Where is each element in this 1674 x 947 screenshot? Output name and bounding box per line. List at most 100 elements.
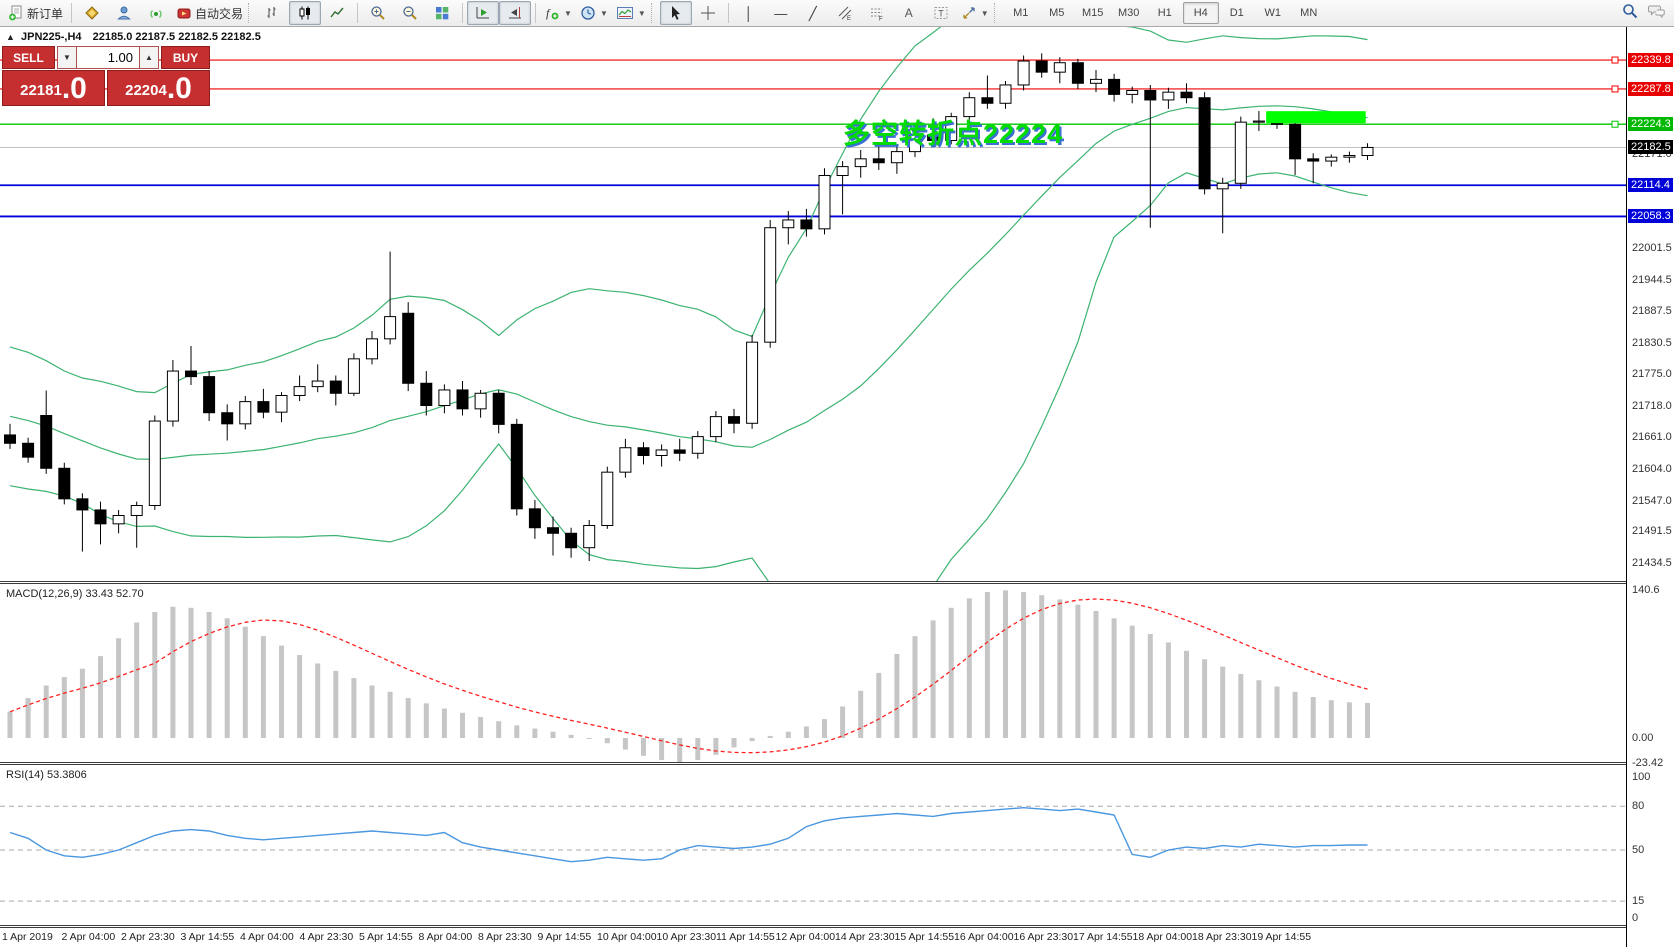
line-chart-button[interactable] — [321, 1, 353, 25]
macd-axis-label: -23.42 — [1632, 756, 1664, 769]
tab-timeframe-m30[interactable]: M30 — [1118, 7, 1140, 19]
tile-windows-icon — [436, 7, 449, 20]
price-tick: 21604.0 — [1632, 462, 1672, 475]
tab-timeframe-h4[interactable]: H4 — [1182, 2, 1219, 24]
bar-chart-button[interactable] — [257, 1, 289, 25]
price-badge: 22224.3 — [1628, 117, 1673, 132]
buy-price-box[interactable]: 22204 .0 — [107, 70, 210, 106]
label-tool-button[interactable]: T — [925, 1, 957, 25]
svg-text:T: T — [938, 9, 944, 19]
templates-icon — [616, 7, 633, 19]
time-label: 4 Apr 23:30 — [299, 931, 354, 943]
price-tick: 21887.5 — [1632, 305, 1672, 318]
macd-axis-label: 0.00 — [1632, 732, 1654, 744]
chat-icon[interactable] — [1648, 3, 1666, 19]
macd-panel[interactable] — [0, 585, 1626, 762]
account-button[interactable] — [108, 1, 140, 25]
fibonacci-tool-button[interactable]: F — [861, 1, 893, 25]
volume-up-button[interactable]: ▲ — [139, 46, 159, 69]
tile-windows-button[interactable] — [426, 1, 458, 25]
price-tick: 21830.5 — [1632, 337, 1672, 349]
time-label: 5 Apr 14:55 — [359, 931, 413, 943]
shapes-dropdown-arrow: ▼ — [980, 8, 989, 18]
autotrading-button[interactable]: 自动交易 — [172, 1, 247, 25]
candles-layer — [4, 53, 1374, 562]
horizontal-line-tool-button[interactable]: — — [765, 1, 797, 25]
price-tick: 21491.5 — [1632, 525, 1672, 538]
time-label: 3 Apr 14:55 — [180, 931, 235, 943]
rsi-axis-label: 0 — [1632, 912, 1639, 924]
price-badge: 22182.5 — [1628, 140, 1673, 155]
time-label: 2 Apr 23:30 — [121, 931, 175, 943]
annotation-text[interactable]: 多空转折点22224 — [843, 119, 1064, 149]
time-label: 2 Apr 04:00 — [61, 931, 116, 943]
price-tick: 21547.0 — [1632, 494, 1672, 507]
signals-button[interactable] — [140, 1, 172, 25]
tab-timeframe-h1[interactable]: H1 — [1157, 7, 1172, 19]
time-label: 17 Apr 14:55 — [1073, 931, 1133, 943]
zoom-in-icon — [371, 6, 385, 20]
line-chart-icon — [330, 7, 344, 18]
candlestick-chart-button[interactable] — [289, 1, 322, 25]
tab-timeframe-m1[interactable]: M1 — [1013, 7, 1029, 19]
trendline-tool-button[interactable]: ╱ — [797, 1, 829, 25]
price-tick: 21718.0 — [1632, 399, 1672, 412]
panel-separator[interactable] — [0, 762, 1626, 765]
search-icon[interactable] — [1622, 3, 1638, 19]
auto-scroll-button[interactable] — [467, 1, 500, 25]
cursor-tool-button[interactable] — [659, 1, 692, 25]
macd-axis-label: 140.6 — [1632, 584, 1660, 597]
price-tick: 21775.0 — [1632, 367, 1672, 380]
one-click-trading-panel: SELL ▼ ▲ BUY 22181 .0 22204 .0 — [2, 46, 210, 106]
panel-separator[interactable] — [0, 581, 1626, 584]
timeframe-group: M1 M5 M15 M30 H1 H4 D1 W1 MN — [1003, 2, 1327, 24]
channel-tool-button[interactable]: E — [829, 1, 861, 25]
vertical-line-icon: │ — [744, 5, 753, 21]
rsi-panel[interactable] — [0, 765, 1626, 925]
price-axis[interactable]: 22171.022114.522058.022001.521944.521887… — [1628, 27, 1674, 947]
zoom-out-button[interactable] — [394, 1, 426, 25]
mql-community-button[interactable] — [76, 1, 108, 25]
sell-price-box[interactable]: 22181 .0 — [2, 70, 105, 106]
tab-timeframe-w1[interactable]: W1 — [1264, 7, 1281, 19]
time-label: 14 Apr 23:30 — [835, 931, 895, 943]
time-label: 12 Apr 04:00 — [775, 931, 836, 943]
chart-shift-button[interactable] — [499, 1, 532, 25]
price-tick: 21944.5 — [1632, 273, 1672, 286]
time-label: 18 Apr 23:30 — [1192, 931, 1252, 943]
shapes-tool-button[interactable]: ▼ — [957, 1, 993, 25]
time-axis: 1 Apr 2019 2 Apr 04:00 2 Apr 23:30 3 Apr 14… — [0, 928, 1626, 947]
collapse-icon[interactable]: ▲ — [6, 32, 15, 42]
volume-down-button[interactable]: ▼ — [57, 46, 77, 69]
buy-price-main: 22204 — [125, 82, 167, 99]
indicators-button[interactable]: f ▼ — [540, 1, 576, 25]
toolbar: 新订单 自动交易 — [0, 0, 1674, 27]
tab-timeframe-d1[interactable]: D1 — [1229, 7, 1244, 19]
main-chart[interactable] — [0, 27, 1626, 581]
text-tool-button[interactable]: A — [893, 1, 925, 25]
chart-header: ▲ JPN225-,H4 22185.0 22187.5 22182.5 221… — [6, 31, 261, 43]
sell-price-main: 22181 — [20, 82, 62, 99]
new-order-button[interactable]: 新订单 — [4, 1, 67, 25]
rsi-label: RSI(14) 53.3806 — [6, 769, 87, 781]
symbol-label: JPN225-,H4 — [20, 31, 82, 43]
buy-button[interactable]: BUY — [161, 46, 210, 69]
tab-timeframe-mn[interactable]: MN — [1300, 7, 1318, 19]
tab-timeframe-m5[interactable]: M5 — [1049, 7, 1065, 19]
time-label: 11 Apr 14:55 — [716, 931, 775, 943]
rsi-axis-label: 15 — [1632, 895, 1645, 908]
periods-button[interactable]: ▼ — [576, 1, 612, 25]
zoom-in-button[interactable] — [362, 1, 394, 25]
label-icon: T — [934, 7, 948, 19]
vertical-line-tool-button[interactable]: │ — [733, 1, 765, 25]
crosshair-tool-button[interactable] — [692, 1, 724, 25]
trendline-icon: ╱ — [808, 5, 817, 21]
gold-chip-icon — [85, 6, 99, 20]
svg-text:F: F — [879, 17, 883, 22]
tab-timeframe-m15[interactable]: M15 — [1082, 7, 1104, 19]
volume-input[interactable] — [77, 46, 139, 69]
text-icon: A — [904, 6, 913, 20]
time-label: 18 Apr 04:00 — [1132, 931, 1193, 943]
templates-button[interactable]: ▼ — [612, 1, 650, 25]
sell-button[interactable]: SELL — [2, 46, 55, 69]
